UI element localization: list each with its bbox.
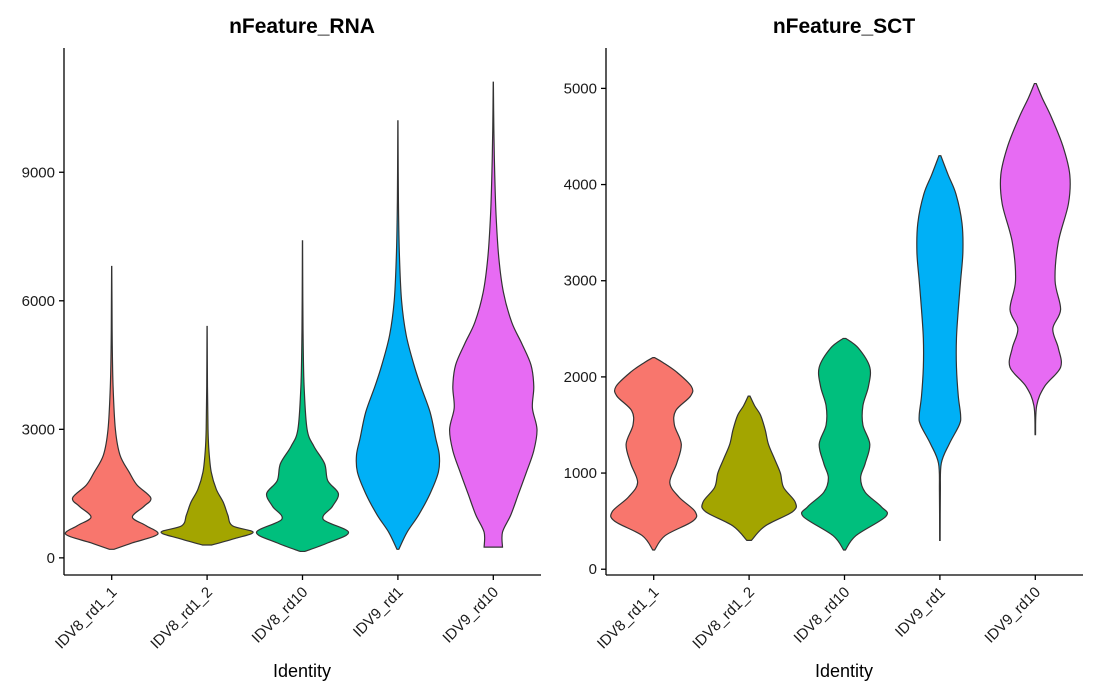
x-tick-label: IDV9_rd1 (350, 584, 407, 641)
violin-idv9-rd10 (448, 81, 538, 548)
chart-title: nFeature_SCT (773, 15, 916, 38)
x-tick-label: IDV8_rd10 (249, 584, 312, 647)
violin-idv9-rd1 (355, 120, 441, 550)
x-tick-label: IDV9_rd10 (439, 584, 502, 647)
x-axis-label: Identity (273, 661, 331, 681)
x-tick-label: IDV8_rd10 (791, 584, 854, 647)
x-tick-label: IDV9_rd10 (981, 584, 1044, 647)
panel-nfeature-rna: nFeature_RNA 0 3000 6000 9000 IDV8_rd1_1 IDV8_… (22, 15, 541, 681)
y-tick-label: 0 (47, 550, 55, 567)
violin-idv8-rd1-2 (160, 325, 254, 546)
x-tick-label: IDV8_rd1_1 (52, 584, 121, 653)
y-tick-label: 6000 (22, 293, 55, 310)
y-tick-label: 5000 (564, 80, 597, 97)
violin-idv8-rd1-1 (64, 265, 159, 550)
violin-idv8-rd1-2 (701, 395, 797, 541)
x-tick-label: IDV8_rd1_2 (147, 584, 216, 653)
violin-idv9-rd1 (916, 155, 964, 541)
x-axis-label: Identity (815, 661, 873, 681)
y-tick-label: 1000 (564, 465, 597, 482)
y-tick-label: 9000 (22, 164, 55, 181)
x-tick-label: IDV8_rd1_1 (594, 584, 663, 653)
y-tick-label: 2000 (564, 369, 597, 386)
violin-idv8-rd10 (800, 337, 889, 551)
violin-idv9-rd10 (999, 82, 1071, 436)
violin-idv8-rd1-1 (610, 357, 698, 551)
chart-title: nFeature_RNA (229, 15, 375, 38)
x-tick-label: IDV9_rd1 (892, 584, 949, 641)
y-tick-label: 0 (589, 561, 597, 578)
violin-idv8-rd10 (255, 240, 350, 553)
panel-nfeature-sct: nFeature_SCT 0 1000 2000 3000 4000 5000 IDV8_rd… (564, 15, 1083, 681)
x-tick-label: IDV8_rd1_2 (689, 584, 758, 653)
y-tick-label: 3000 (22, 421, 55, 438)
y-tick-label: 4000 (564, 177, 597, 194)
y-tick-label: 3000 (564, 273, 597, 290)
